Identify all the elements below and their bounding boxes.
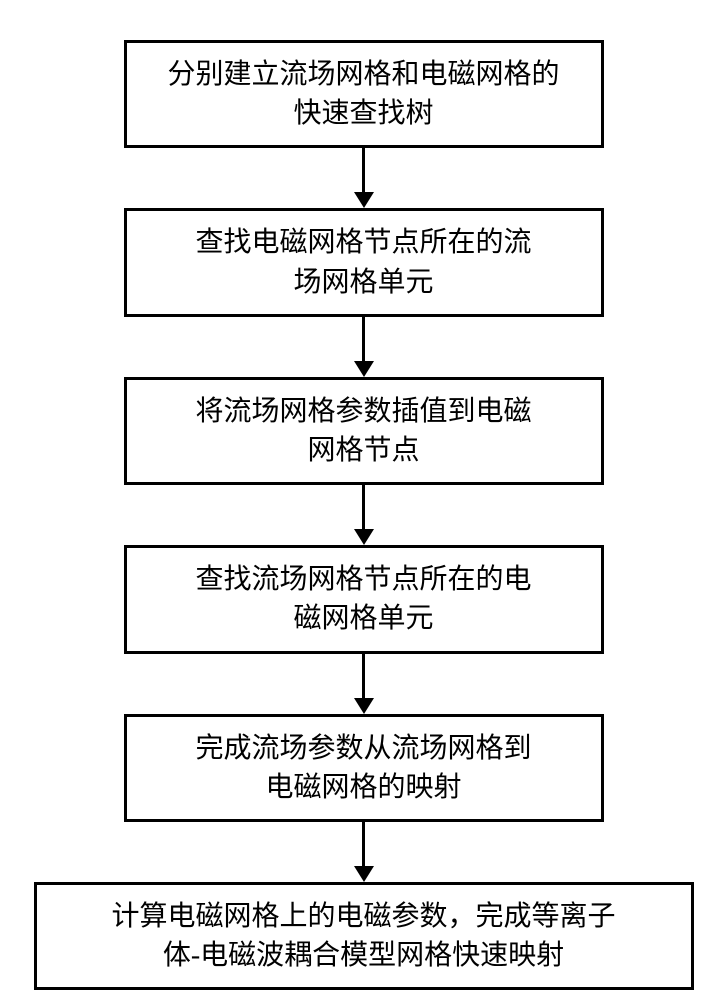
node-text-line1: 完成流场参数从流场网格到 <box>195 733 531 764</box>
arrow-line <box>362 148 365 192</box>
arrow-head-icon <box>354 192 374 208</box>
flowchart-arrow-3 <box>354 485 374 545</box>
flowchart-node-3: 将流场网格参数插值到电磁 网格节点 <box>124 377 604 485</box>
node-text-line2: 磁网格单元 <box>293 603 433 634</box>
node-text-line2: 场网格单元 <box>293 267 433 298</box>
flowchart-node-5: 完成流场参数从流场网格到 电磁网格的映射 <box>124 714 604 822</box>
arrow-head-icon <box>354 698 374 714</box>
node-text-line1: 查找电磁网格节点所在的流 <box>195 227 531 258</box>
node-text-line2: 网格节点 <box>307 435 419 466</box>
arrow-line <box>362 654 365 698</box>
node-text-line1: 计算电磁网格上的电磁参数，完成等离子 <box>111 901 615 932</box>
node-text-line2: 电磁网格的映射 <box>265 772 461 803</box>
flowchart-node-2: 查找电磁网格节点所在的流 场网格单元 <box>124 208 604 316</box>
arrow-line <box>362 822 365 866</box>
arrow-head-icon <box>354 529 374 545</box>
arrow-head-icon <box>354 866 374 882</box>
node-text-line2: 体-电磁波耦合模型网格快速映射 <box>163 940 564 971</box>
flowchart-node-4: 查找流场网格节点所在的电 磁网格单元 <box>124 545 604 653</box>
node-text-line1: 查找流场网格节点所在的电 <box>195 564 531 595</box>
arrow-line <box>362 485 365 529</box>
flowchart-node-1: 分别建立流场网格和电磁网格的 快速查找树 <box>124 40 604 148</box>
arrow-head-icon <box>354 361 374 377</box>
flowchart-arrow-5 <box>354 822 374 882</box>
node-text-line1: 分别建立流场网格和电磁网格的 <box>167 59 559 90</box>
flowchart-container: 分别建立流场网格和电磁网格的 快速查找树 查找电磁网格节点所在的流 场网格单元 … <box>0 40 727 990</box>
flowchart-arrow-2 <box>354 317 374 377</box>
flowchart-arrow-4 <box>354 654 374 714</box>
flowchart-node-6: 计算电磁网格上的电磁参数，完成等离子 体-电磁波耦合模型网格快速映射 <box>34 882 694 990</box>
arrow-line <box>362 317 365 361</box>
flowchart-arrow-1 <box>354 148 374 208</box>
node-text-line2: 快速查找树 <box>293 98 433 129</box>
node-text-line1: 将流场网格参数插值到电磁 <box>195 396 531 427</box>
